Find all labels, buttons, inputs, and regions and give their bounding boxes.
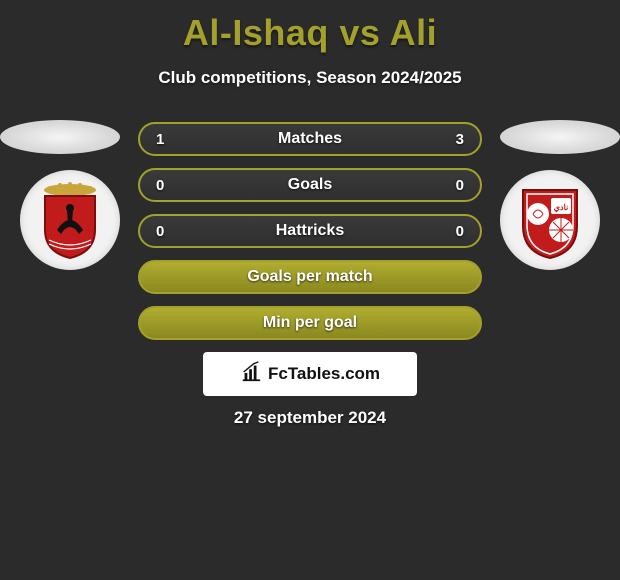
shield-crest-icon: نادي — [515, 180, 585, 260]
stat-row-hattricks: 0 Hattricks 0 — [138, 214, 482, 248]
page-subtitle: Club competitions, Season 2024/2025 — [0, 68, 620, 88]
svg-text:نادي: نادي — [554, 203, 569, 213]
date-text: 27 september 2024 — [0, 408, 620, 428]
bar-chart-icon — [240, 361, 262, 388]
club-left-badge — [20, 170, 120, 270]
stat-row-min-per-goal: Min per goal — [138, 306, 482, 340]
stats-container: 1 Matches 3 0 Goals 0 0 Hattricks 0 Goal… — [138, 122, 482, 352]
player-left-silhouette — [0, 120, 120, 154]
brand-text: FcTables.com — [268, 364, 380, 384]
brand-badge: FcTables.com — [203, 352, 417, 396]
page-title: Al-Ishaq vs Ali — [0, 0, 620, 54]
stat-row-goals: 0 Goals 0 — [138, 168, 482, 202]
stat-label: Min per goal — [140, 314, 480, 332]
stat-row-goals-per-match: Goals per match — [138, 260, 482, 294]
player-right-silhouette — [500, 120, 620, 154]
club-right-badge: نادي — [500, 170, 600, 270]
stat-label: Matches — [140, 130, 480, 148]
stat-label: Goals — [140, 176, 480, 194]
stat-row-matches: 1 Matches 3 — [138, 122, 482, 156]
stat-label: Goals per match — [140, 268, 480, 286]
al-ahly-crest-icon — [35, 180, 105, 260]
stat-label: Hattricks — [140, 222, 480, 240]
